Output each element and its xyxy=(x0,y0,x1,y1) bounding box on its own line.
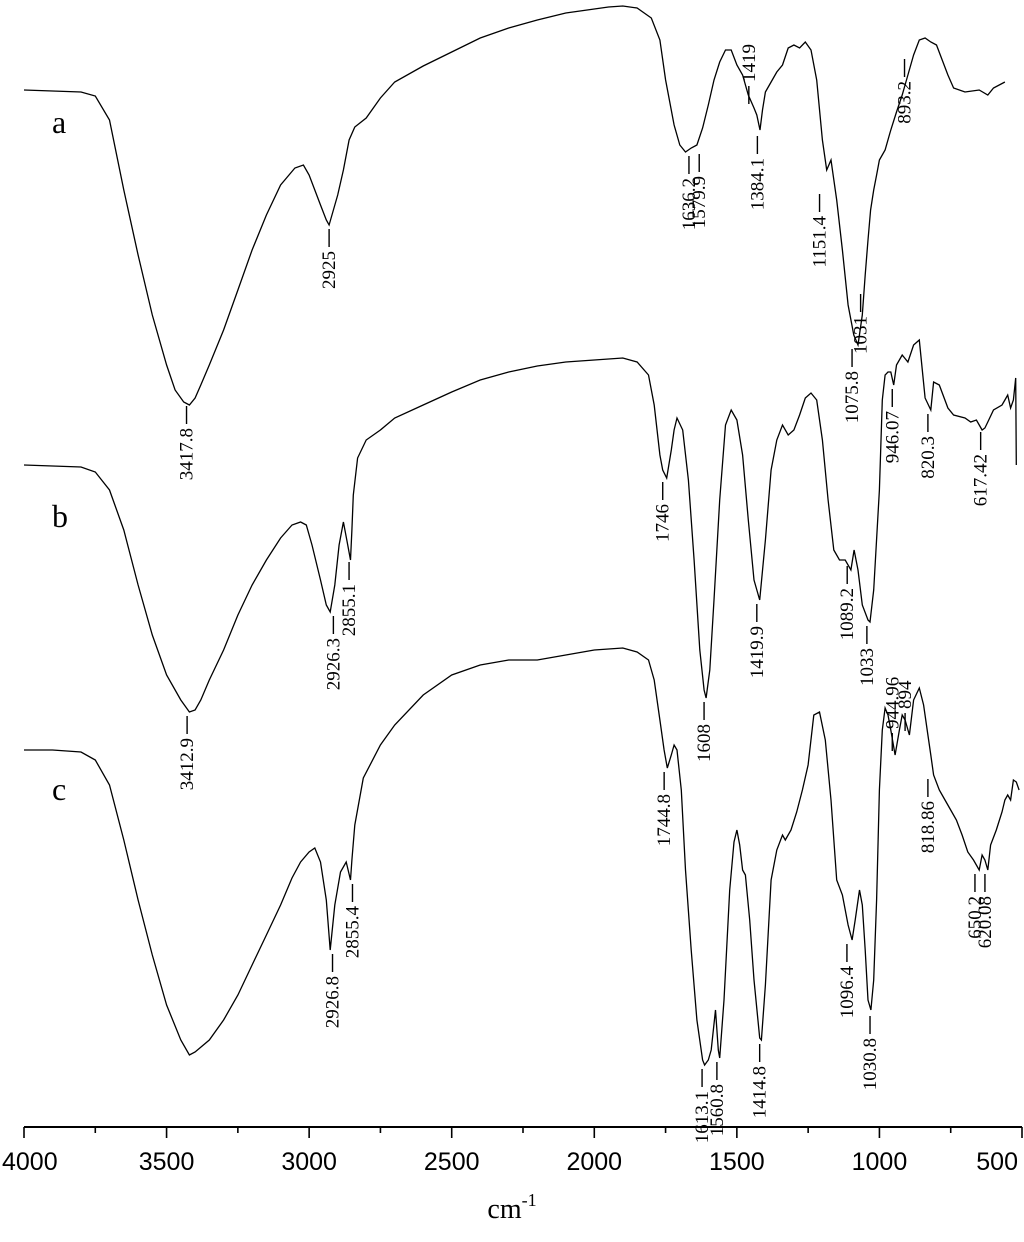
peak-value: 1746 xyxy=(653,504,674,542)
peak-label-b-0: 3412.9 xyxy=(177,716,198,790)
peak-value: 1089.2 xyxy=(837,588,858,640)
spectra-traces xyxy=(23,5,1020,1067)
peak-label-b-6: 1089.2 xyxy=(837,566,858,640)
peak-label-a-4: 1419 xyxy=(739,44,760,104)
peak-label-c-3: 1613.1 xyxy=(692,1069,713,1143)
peak-value: 1419.9 xyxy=(747,626,768,678)
peak-value: 1096.4 xyxy=(837,966,858,1019)
peak-value: 3417.8 xyxy=(177,428,198,480)
peak-label-b-1: 2926.3 xyxy=(323,616,344,690)
peak-value: 650.2 xyxy=(965,896,986,939)
x-tick-label: 3000 xyxy=(281,1148,337,1176)
x-tick-label: 3500 xyxy=(139,1148,195,1176)
peak-value: 820.3 xyxy=(918,436,939,479)
x-tick-label: 4000 xyxy=(2,1148,58,1176)
peak-value: 1384.1 xyxy=(747,158,768,210)
peak-value: 2925 xyxy=(319,251,340,289)
peak-value: 1031 xyxy=(851,316,872,354)
peak-value: 2855.4 xyxy=(342,906,363,959)
x-tick-label: 2500 xyxy=(424,1148,480,1176)
peak-value: 2926.3 xyxy=(323,638,344,690)
peak-label-b-2: 2855.1 xyxy=(339,562,360,636)
peak-value: 946.07 xyxy=(882,411,903,463)
peak-label-a-6: 1151.4 xyxy=(810,194,831,268)
peak-label-b-4: 1608 xyxy=(694,702,715,762)
peak-value: 1579.9 xyxy=(689,176,710,228)
peak-value: 893.2 xyxy=(895,81,916,124)
peak-label-b-5: 1419.9 xyxy=(747,604,768,678)
peak-value: 1560.8 xyxy=(707,1084,728,1136)
x-axis-ticks: 4000 3500 3000 2500 2000 1500 1000 500 xyxy=(2,1127,1023,1176)
peak-label-b-7: 1033 xyxy=(857,626,878,686)
peak-label-a-2: 1636.2 xyxy=(679,156,700,230)
peak-label-a-3: 1579.9 xyxy=(689,154,710,228)
peak-value: 818.86 xyxy=(918,801,939,853)
peak-value: 1613.1 xyxy=(692,1091,713,1143)
x-tick-label: 1500 xyxy=(709,1148,765,1176)
peak-label-c-1: 2926.8 xyxy=(323,954,344,1028)
series-label-b: b xyxy=(52,498,68,534)
peak-label-b-8: 946.07 xyxy=(882,389,903,463)
peak-value: 894 xyxy=(895,680,916,709)
peak-value: 3412.9 xyxy=(177,738,198,790)
peak-value: 1608 xyxy=(694,724,715,762)
peak-label-a-7: 1075.8 xyxy=(842,349,863,423)
peak-label-b-3: 1746 xyxy=(653,482,674,542)
peak-label-a-9: 893.2 xyxy=(895,59,916,124)
x-tick-label: 2000 xyxy=(566,1148,622,1176)
peak-value: 1033 xyxy=(857,648,878,686)
peak-value: 2926.8 xyxy=(323,976,344,1028)
series-label-a: a xyxy=(52,104,66,140)
peak-value: 617.42 xyxy=(971,454,992,506)
peak-value: 1075.8 xyxy=(842,371,863,423)
peak-label-c-4: 1560.8 xyxy=(707,1062,728,1136)
series-line-c xyxy=(24,647,1020,1067)
peak-value: 944.96 xyxy=(882,677,903,729)
peak-value: 1419 xyxy=(739,44,760,82)
peak-label-c-11: 650.2 xyxy=(965,874,986,939)
peak-label-c-0: 1744.8 xyxy=(654,772,675,846)
peak-label-b-10: 617.42 xyxy=(971,432,992,506)
peak-label-a-5: 1384.1 xyxy=(747,136,768,210)
peak-value: 1744.8 xyxy=(654,794,675,846)
peak-label-a-1: 2925 xyxy=(319,229,340,289)
peak-value: 2855.1 xyxy=(339,584,360,636)
x-tick-label: 1000 xyxy=(852,1148,908,1176)
peak-label-b-9: 820.3 xyxy=(918,414,939,479)
peak-label-c-7: 1030.8 xyxy=(860,1016,881,1090)
peak-label-c-2: 2855.4 xyxy=(342,884,363,958)
peak-label-a-0: 3417.8 xyxy=(177,406,198,480)
peak-label-c-5: 1414.8 xyxy=(750,1044,771,1118)
peak-value: 620.08 xyxy=(975,896,996,948)
x-tick-label: 500 xyxy=(976,1148,1018,1176)
peak-label-c-10: 818.86 xyxy=(918,779,939,853)
peak-value: 1030.8 xyxy=(860,1038,881,1090)
x-axis-label: cm-1 xyxy=(487,1190,536,1225)
peak-label-a-8: 1031 xyxy=(851,294,872,354)
peak-label-c-12: 620.08 xyxy=(975,874,996,948)
peak-label-c-9: 894 xyxy=(895,680,916,731)
series-label-c: c xyxy=(52,771,66,807)
peak-value: 1636.2 xyxy=(679,178,700,230)
peak-value: 1151.4 xyxy=(810,216,831,268)
series-line-a xyxy=(23,5,1006,406)
peak-value: 1414.8 xyxy=(750,1066,771,1118)
peak-label-c-6: 1096.4 xyxy=(837,944,858,1018)
series-line-b xyxy=(23,338,1017,713)
peak-label-c-8: 944.96 xyxy=(882,677,903,751)
series-labels: a b c xyxy=(52,104,68,807)
x-axis: 4000 3500 3000 2500 2000 1500 1000 500 cm-1 xyxy=(2,1126,1023,1225)
